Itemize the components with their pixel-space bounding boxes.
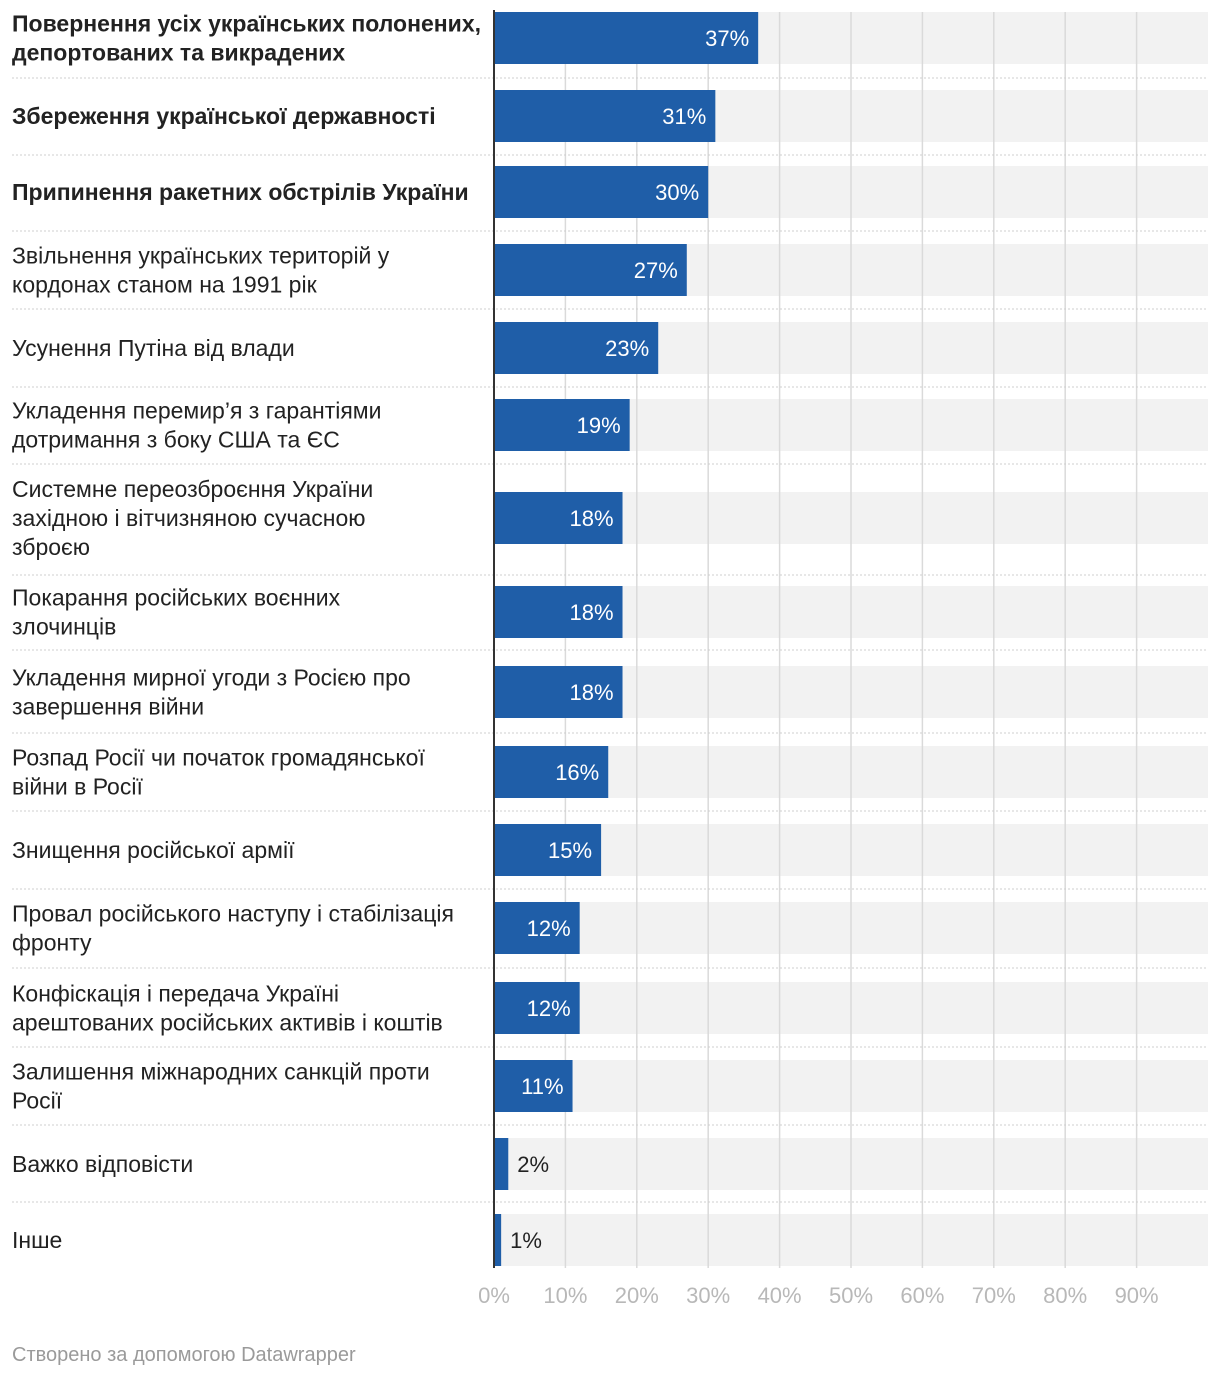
bar xyxy=(494,244,687,296)
category-label: Провал російського наступу і стабілізаці… xyxy=(12,901,454,956)
bar xyxy=(494,824,602,876)
category-label: Припинення ракетних обстрілів України xyxy=(12,179,469,205)
bar-value-label: 23% xyxy=(605,336,649,361)
category-label: Знищення російської армії xyxy=(12,837,295,863)
bar xyxy=(494,399,630,451)
x-tick-label: 40% xyxy=(758,1283,802,1308)
bar-value-label: 12% xyxy=(527,916,571,941)
category-label: Збереження української державності xyxy=(12,103,436,129)
category-label: Системне переозброєння України західною і… xyxy=(12,476,373,560)
bar xyxy=(494,586,623,638)
bar xyxy=(494,90,716,142)
bar xyxy=(494,666,623,718)
category-label: Укладення мирної угоди з Росією про завер… xyxy=(12,665,411,720)
x-tick-label: 70% xyxy=(972,1283,1016,1308)
category-label: Важко відповісти xyxy=(12,1151,193,1177)
category-label: Покарання російських воєнних злочинців xyxy=(12,585,341,640)
x-tick-label: 0% xyxy=(478,1283,510,1308)
bar-value-label: 12% xyxy=(527,996,571,1021)
bar-value-label: 2% xyxy=(517,1152,549,1177)
bar-value-label: 30% xyxy=(655,180,699,205)
category-label: Усунення Путіна від влади xyxy=(12,335,295,361)
bar-value-label: 27% xyxy=(634,258,678,283)
bar-value-label: 18% xyxy=(569,506,613,531)
bar xyxy=(494,902,580,954)
bar-value-label: 31% xyxy=(662,104,706,129)
x-tick-label: 90% xyxy=(1115,1283,1159,1308)
x-tick-label: 50% xyxy=(829,1283,873,1308)
bar-value-label: 16% xyxy=(555,760,599,785)
bar xyxy=(494,322,659,374)
bar xyxy=(494,1138,509,1190)
bar-value-label: 11% xyxy=(521,1074,563,1099)
x-tick-label: 20% xyxy=(615,1283,659,1308)
bar xyxy=(494,1214,502,1266)
category-label: Інше xyxy=(12,1227,62,1253)
bar xyxy=(494,982,580,1034)
x-tick-label: 10% xyxy=(543,1283,587,1308)
bar-value-label: 18% xyxy=(569,600,613,625)
bar-value-label: 15% xyxy=(548,838,592,863)
category-label: Розпад Росії чи початок громадянської вій… xyxy=(12,745,425,800)
bar-value-label: 19% xyxy=(577,413,621,438)
bar xyxy=(494,1060,573,1112)
bar xyxy=(494,166,709,218)
bar-value-label: 18% xyxy=(569,680,613,705)
category-label: Звільнення українських територій у кордон… xyxy=(12,243,390,298)
category-label: Залишення міжнародних санкцій проти Росії xyxy=(12,1059,430,1114)
x-tick-label: 30% xyxy=(686,1283,730,1308)
bar xyxy=(494,492,623,544)
x-tick-label: 60% xyxy=(900,1283,944,1308)
bar xyxy=(494,746,609,798)
x-tick-label: 80% xyxy=(1043,1283,1087,1308)
category-label: Повернення усіх українських полонених, де… xyxy=(12,11,481,66)
category-label: Укладення перемир’я з гарантіями дотриман… xyxy=(12,398,381,453)
bar-value-label: 1% xyxy=(510,1228,542,1253)
category-label: Конфіскація і передача Україні арештовани… xyxy=(12,981,443,1036)
bar xyxy=(494,12,759,64)
footer-credit: Створено за допомогою Datawrapper xyxy=(12,1344,356,1366)
bar-value-label: 37% xyxy=(705,26,749,51)
